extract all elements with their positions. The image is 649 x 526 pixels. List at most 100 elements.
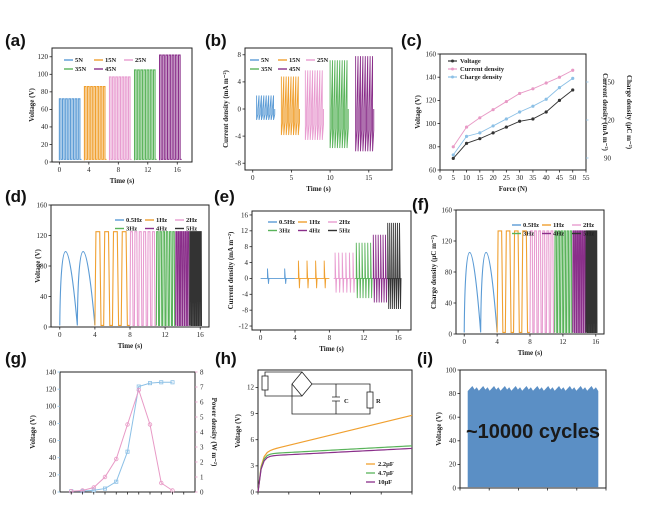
x-tick-label-b: 5 <box>290 174 294 182</box>
rectifier-bridge <box>291 371 313 397</box>
legend-label-e-2Hz: 2Hz <box>339 219 350 226</box>
legend-label-d-0.5Hz: 0.5Hz <box>126 217 142 224</box>
y-tick-label-g: 60 <box>49 437 57 445</box>
x-tick-label-d: 12 <box>162 331 170 339</box>
y-axis-label-a: Voltage (V) <box>28 87 36 121</box>
data-point-c-Voltage <box>451 156 455 160</box>
x-tick-label-c: 45 <box>556 174 564 182</box>
resistor-label: R <box>376 398 381 405</box>
y-tick-label-b: -4 <box>235 132 241 140</box>
capacitor-label: C <box>344 398 349 405</box>
x-axis-label-e: Time (s) <box>319 345 344 353</box>
x-tick-label-c: 0 <box>438 174 442 182</box>
x-tick-label-a: 8 <box>117 166 121 174</box>
series-line-f-0.5Hz <box>463 252 498 333</box>
data-point-g-voltage <box>91 488 96 493</box>
legend-label-a-15N: 15N <box>105 57 117 64</box>
right-axis-label-c: Current density (mA m⁻²) <box>601 73 609 151</box>
plot-frame-a <box>51 47 193 163</box>
data-point-c-Charge density <box>557 86 562 90</box>
y-tick-label-i: 40 <box>449 437 457 445</box>
panel-label-e: (e) <box>214 187 235 206</box>
series-line-d-1Hz <box>94 231 130 327</box>
legend-label-d-3Hz: 3Hz <box>126 226 137 233</box>
series-line-f-1Hz <box>496 230 530 333</box>
series-line-d-4Hz <box>175 231 190 327</box>
y-tick-label-c: 140 <box>426 74 437 82</box>
x-tick-label-f: 8 <box>528 338 532 346</box>
y-tick-label-c: 160 <box>426 50 437 58</box>
y-axis-label-c: Voltage (V) <box>414 94 422 128</box>
legend-label-e-1Hz: 1Hz <box>309 219 320 226</box>
legend-label-e-3Hz: 3Hz <box>279 228 290 235</box>
legend-label-d-4Hz: 4Hz <box>156 226 167 233</box>
series-line-e-3Hz <box>355 242 373 299</box>
legend-label-b-5N: 5N <box>261 57 269 64</box>
y-tick-label-e: 0 <box>245 275 249 283</box>
series-line-c-Current density <box>452 69 573 148</box>
y-axis-label-d: Voltage (V) <box>34 248 42 282</box>
y-tick-label-e: 8 <box>245 243 249 251</box>
y-tick-label-g: 20 <box>49 471 57 479</box>
y-tick-label-g: 100 <box>46 403 57 411</box>
series-line-b-45N <box>355 56 375 152</box>
plot-frame-i <box>459 369 607 489</box>
y-axis-label-g: Voltage (V) <box>29 414 37 448</box>
y-tick-label-h: 0 <box>251 488 255 496</box>
y-axis-label-e: Current density (mA m⁻²) <box>227 231 235 309</box>
data-point-c-Voltage <box>557 98 562 102</box>
right-tick-label-g: 1 <box>200 473 204 481</box>
y-tick-label-g: 120 <box>46 385 57 393</box>
series-line-c-Charge density <box>452 77 573 156</box>
x-tick-label-e: 4 <box>293 334 297 342</box>
x-tick-label-a: 4 <box>87 166 91 174</box>
x-tick-label-a: 0 <box>58 166 62 174</box>
x-tick-label-c: 35 <box>529 174 537 182</box>
series-line-f-3Hz <box>554 230 573 333</box>
legend-label-b-15N: 15N <box>289 57 301 64</box>
series-line-h-4.7μF <box>257 445 413 493</box>
legend-label-a-35N: 35N <box>75 66 87 73</box>
data-point-c-Current density <box>451 145 455 149</box>
y-tick-label-e: 16 <box>241 211 249 219</box>
series-line-e-0.5Hz <box>260 268 295 284</box>
legend-label-c-Current density: Current density <box>460 66 505 73</box>
y-tick-label-h: 9 <box>251 410 255 418</box>
x-tick-label-c: 40 <box>543 174 551 182</box>
y-tick-label-e: -12 <box>239 322 249 330</box>
plot-frame-g <box>59 371 196 493</box>
data-point-c-Current density <box>464 125 469 129</box>
x-axis-label-b: Time (s) <box>306 185 331 193</box>
right-axis-label-2-c: Charge density (μC m⁻²) <box>625 75 633 150</box>
data-point-c-Charge density <box>531 104 535 108</box>
legend-label-h-2.2μF: 2.2μF <box>378 461 394 468</box>
x-tick-label-e: 8 <box>328 334 332 342</box>
series-line-c-Voltage <box>452 89 574 159</box>
y-tick-label-a: 0 <box>45 158 49 166</box>
x-axis-label-c: Force (N) <box>499 185 528 193</box>
circuit-wire <box>291 383 371 415</box>
data-point-c-Current density <box>491 108 495 112</box>
series-line-e-4Hz <box>372 234 388 303</box>
data-point-c-Current density <box>571 68 575 72</box>
y-tick-label-a: 100 <box>38 71 49 79</box>
legend-marker-c-Voltage <box>451 59 454 63</box>
series-line-a-25N <box>108 76 132 161</box>
data-point-c-Current density <box>544 81 548 85</box>
data-point-c-Voltage <box>544 110 548 114</box>
right-tick-label-g: 5 <box>200 413 204 421</box>
y-tick-label-a: 60 <box>41 106 49 114</box>
series-line-d-5Hz <box>189 231 203 327</box>
x-tick-label-d: 8 <box>128 331 132 339</box>
x-tick-label-a: 16 <box>174 166 182 174</box>
y-tick-label-e: 12 <box>241 227 249 235</box>
y-tick-label-e: -8 <box>242 306 248 314</box>
y-tick-label-e: 4 <box>245 259 249 267</box>
x-tick-label-b: 15 <box>365 174 373 182</box>
right-tick-label-c: 150 <box>604 78 615 86</box>
x-tick-label-f: 16 <box>592 338 600 346</box>
cycle-band-i <box>467 386 599 488</box>
series-line-d-3Hz <box>155 231 176 327</box>
data-point-c-Current density <box>478 116 482 120</box>
series-line-f-5Hz <box>585 230 598 333</box>
